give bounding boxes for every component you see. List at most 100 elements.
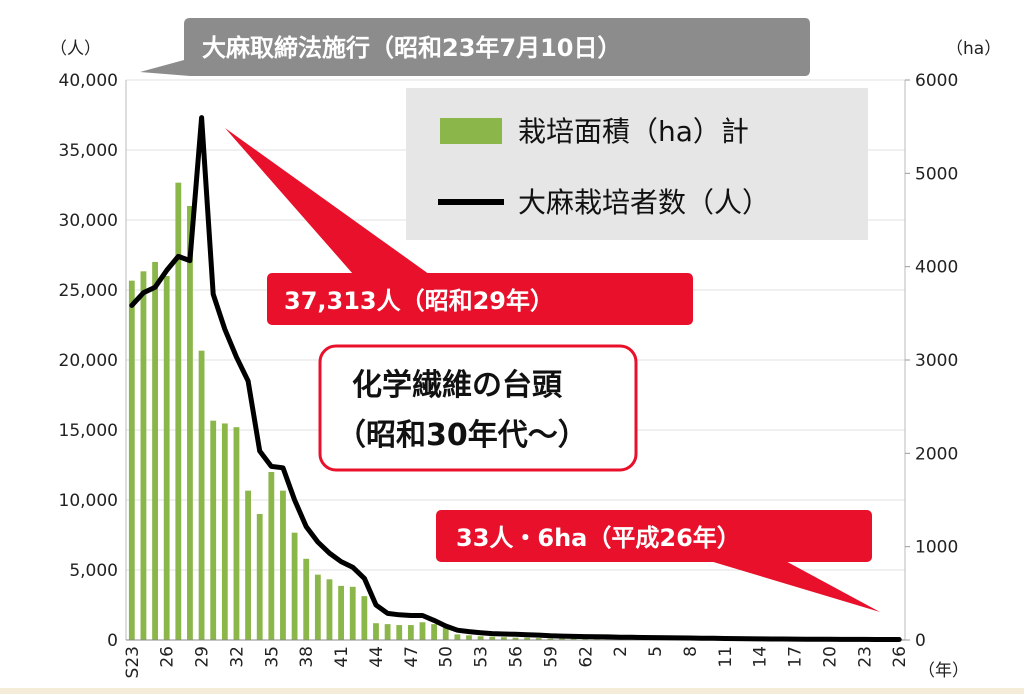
area-bar [593,638,600,640]
area-bar [547,638,554,640]
x-tick-label: 26 [158,646,178,668]
peak-callout-text: 37,313人（昭和29年） [284,287,554,315]
area-bar [314,574,321,640]
latest-callout: 33人・6ha（平成26年） [436,510,880,612]
legend: 栽培面積（ha）計 大麻栽培者数（人） [406,88,868,240]
fiber-note: 化学繊維の台頭 （昭和30年代～） [318,344,638,472]
area-bar [396,625,403,640]
x-tick-label: 20 [820,646,840,668]
area-bar [442,627,449,640]
x-tick-label: 62 [576,646,596,668]
area-bar [152,262,158,640]
area-bar [280,490,286,640]
right-tick-label: 6000 [915,71,958,91]
area-bar [175,182,182,640]
area-bar [291,532,298,640]
area-bar [140,271,147,640]
area-bar [466,635,472,640]
x-axis-ticks: S23 26 29 32 35 38 41 44 47 50 53 56 59 62 2 5 8 11 14 17 20… [123,646,910,678]
left-tick-label: 35,000 [59,141,118,161]
left-axis-unit: （人） [50,39,101,59]
x-tick-label: 56 [507,646,527,668]
area-bar [361,596,368,640]
x-tick-label: 2 [611,646,631,657]
area-bar [187,206,193,640]
latest-callout-text: 33人・6ha（平成26年） [456,524,741,552]
left-tick-label: 5,000 [69,561,118,581]
area-bar [221,423,228,640]
law-banner: 大麻取締法施行（昭和23年7月10日） [140,18,810,76]
left-tick-label: 15,000 [59,421,118,441]
x-tick-label: 5 [646,646,666,657]
area-bar [407,625,414,640]
x-tick-label: 59 [541,646,561,668]
legend-box [406,88,868,240]
right-tick-label: 3000 [915,351,958,371]
latest-callout-pointer [700,558,880,612]
x-tick-label: 50 [437,646,457,668]
x-tick-label: 29 [193,646,213,668]
x-tick-label: 35 [262,646,282,668]
area-bar [477,636,484,640]
right-axis-unit: （ha） [946,39,1001,59]
x-tick-label: 47 [402,646,422,668]
x-tick-label: 8 [681,646,701,657]
area-bar [373,623,379,640]
fiber-note-box [318,344,638,472]
area-bar [268,472,275,640]
right-tick-label: 1000 [915,538,958,558]
left-tick-label: 30,000 [59,211,118,231]
legend-bar-swatch [440,118,502,144]
x-axis-unit: （年） [918,661,969,681]
x-tick-label: 38 [297,646,317,668]
left-tick-label: 20,000 [59,351,118,371]
area-bar [303,558,310,640]
area-bar [524,637,531,640]
area-bar [256,514,263,640]
right-tick-label: 4000 [915,258,958,278]
peak-callout-pointer [225,128,440,282]
legend-bar-label: 栽培面積（ha）計 [518,115,749,148]
area-bar [245,490,251,640]
peak-callout: 37,313人（昭和29年） [225,128,693,325]
x-tick-label: 14 [751,646,771,668]
area-bar [338,585,345,640]
x-tick-label: S23 [123,646,143,678]
growers-line [129,115,902,642]
area-bar [128,280,135,640]
x-tick-label: 26 [890,646,910,668]
area-bar [210,420,217,640]
banner-text: 大麻取締法施行（昭和23年7月10日） [202,34,622,62]
left-axis-ticks: 0 5,000 10,000 15,000 20,000 25,000 30,000 35,0… [59,71,118,651]
right-tick-label: 0 [915,631,926,651]
area-bar [419,622,426,640]
area-bar [384,624,391,640]
area-bar [605,638,612,640]
legend-line-label: 大麻栽培者数（人） [518,186,770,219]
area-bar [512,637,519,640]
x-tick-label: 53 [472,646,492,668]
area-bar [233,427,240,640]
area-bar [582,638,589,640]
fiber-note-line1: 化学繊維の台頭 [352,368,563,403]
x-tick-label: 32 [227,646,247,668]
area-bar [570,638,577,640]
x-tick-label: 44 [367,646,387,668]
fiber-note-line2: （昭和30年代～） [336,418,588,453]
area-bar [500,637,507,640]
right-tick-label: 5000 [915,164,958,184]
x-tick-label: 23 [855,646,875,668]
right-tick-label: 2000 [915,444,958,464]
banner-box [140,18,810,76]
latest-callout-box [436,510,872,562]
area-bar [349,586,356,640]
left-tick-label: 25,000 [59,281,118,301]
area-bar [198,350,205,640]
x-tick-label: 17 [786,646,806,668]
bottom-strip [0,688,1024,694]
x-tick-label: 41 [332,646,352,668]
area-bar [489,636,496,640]
left-tick-label: 10,000 [59,491,118,511]
left-tick-label: 40,000 [59,71,118,91]
